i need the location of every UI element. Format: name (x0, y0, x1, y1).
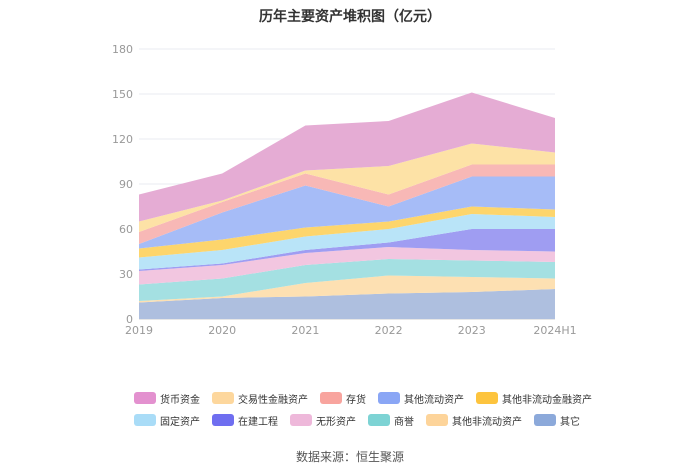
legend-swatch (290, 414, 312, 426)
series-area (139, 289, 555, 319)
series-area (139, 275, 555, 303)
series-area (139, 259, 555, 301)
legend-label: 其他非流动资产 (452, 416, 522, 428)
legend-item[interactable]: 其它 (534, 413, 580, 428)
legend-item[interactable]: 货币资金 (134, 391, 200, 406)
x-tick-label: 2020 (208, 324, 236, 337)
legend-swatch (212, 414, 234, 426)
legend-item[interactable]: 在建工程 (212, 413, 278, 428)
legend-label: 其它 (560, 416, 580, 428)
legend-item[interactable]: 存货 (320, 391, 366, 406)
x-tick-label: 2022 (375, 324, 403, 337)
series-area (139, 214, 555, 270)
x-tick-label: 2023 (458, 324, 486, 337)
y-tick-label: 0 (126, 313, 133, 326)
legend-swatch (134, 414, 156, 426)
series-area (139, 206, 555, 258)
legend-swatch (368, 414, 390, 426)
legend: 货币资金 交易性金融资产 存货 其他流动资产 其他非流动金融资产 固定资产 在建工程 无形资… (134, 388, 594, 432)
legend-row-1: 货币资金 交易性金融资产 存货 其他流动资产 其他非流动金融资产 (134, 388, 594, 408)
legend-swatch (426, 414, 448, 426)
axis-layer: 0 30 60 90 120 150 180 2019 2020 2021 2022 2023 2024… (112, 43, 577, 337)
y-tick-label: 120 (112, 133, 133, 146)
series-area (139, 92, 555, 222)
legend-item[interactable]: 其他非流动金融资产 (476, 391, 592, 406)
legend-item[interactable]: 固定资产 (134, 413, 200, 428)
series-area (139, 176, 555, 249)
y-tick-label: 150 (112, 88, 133, 101)
legend-swatch (320, 392, 342, 404)
series-area (139, 247, 555, 285)
x-tick-label: 2019 (125, 324, 153, 337)
area-layer (139, 92, 555, 319)
data-source: 数据来源：恒生聚源 (295, 450, 404, 464)
chart-title: 历年主要资产堆积图（亿元） (259, 9, 441, 25)
legend-label: 固定资产 (160, 416, 200, 428)
y-tick-label: 180 (112, 43, 133, 56)
y-tick-label: 30 (119, 268, 133, 281)
legend-swatch (378, 392, 400, 404)
legend-swatch (476, 392, 498, 404)
legend-item[interactable]: 交易性金融资产 (212, 391, 308, 406)
legend-item[interactable]: 其他非流动资产 (426, 413, 522, 428)
legend-label: 货币资金 (160, 394, 200, 406)
legend-swatch (534, 414, 556, 426)
legend-swatch (134, 392, 156, 404)
x-tick-label: 2021 (291, 324, 319, 337)
series-area (139, 164, 555, 244)
legend-label: 存货 (346, 394, 366, 406)
legend-item[interactable]: 其他流动资产 (378, 391, 464, 406)
y-tick-label: 60 (119, 223, 133, 236)
legend-swatch (212, 392, 234, 404)
legend-item[interactable]: 无形资产 (290, 413, 356, 428)
legend-label: 交易性金融资产 (238, 394, 308, 406)
legend-label: 无形资产 (316, 416, 356, 428)
stacked-area-chart: 0 30 60 90 120 150 180 2019 2020 2021 2022 2023 2024… (112, 43, 577, 337)
legend-label: 其他流动资产 (404, 394, 464, 406)
x-tick-label: 2024H1 (533, 324, 576, 337)
legend-item[interactable]: 商誉 (368, 413, 414, 428)
y-tick-label: 90 (119, 178, 133, 191)
series-area (139, 229, 555, 271)
series-area (139, 143, 555, 232)
legend-row-2: 固定资产 在建工程 无形资产 商誉 其他非流动资产 其它 (134, 410, 594, 430)
legend-label: 其他非流动金融资产 (502, 394, 592, 406)
legend-label: 商誉 (394, 416, 414, 428)
legend-label: 在建工程 (238, 416, 278, 428)
